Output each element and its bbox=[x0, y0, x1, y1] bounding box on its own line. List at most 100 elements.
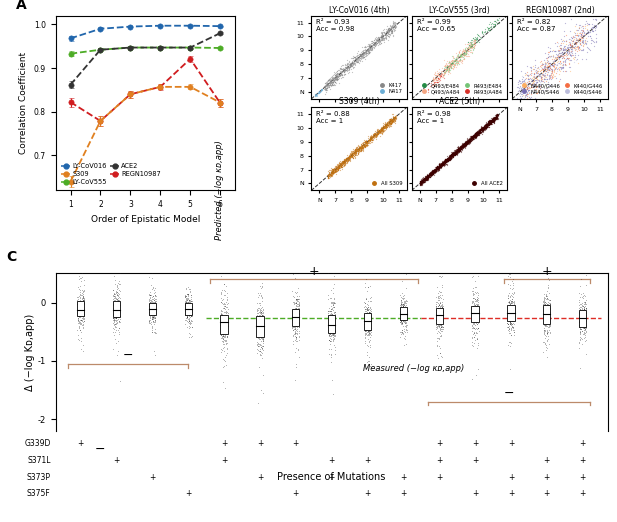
Point bbox=[447, 153, 457, 162]
Point bbox=[325, 330, 335, 338]
Point bbox=[580, 299, 590, 307]
Point bbox=[395, 303, 405, 312]
Point bbox=[332, 162, 342, 170]
Point bbox=[485, 117, 495, 125]
Point bbox=[545, 59, 555, 67]
Point bbox=[466, 134, 476, 142]
Point bbox=[326, 321, 336, 329]
Point bbox=[582, 29, 592, 37]
Point bbox=[570, 42, 580, 50]
Point bbox=[402, 321, 412, 329]
Point bbox=[490, 115, 500, 124]
Point bbox=[445, 153, 455, 162]
Point bbox=[558, 46, 568, 54]
Point bbox=[503, 304, 513, 313]
Point bbox=[559, 42, 569, 50]
Point bbox=[535, 77, 545, 86]
Point bbox=[444, 156, 453, 164]
Point bbox=[470, 134, 479, 143]
Point bbox=[150, 316, 160, 325]
Point bbox=[362, 313, 371, 321]
Point bbox=[366, 360, 376, 368]
Point bbox=[530, 79, 540, 88]
Point bbox=[441, 156, 450, 164]
Point bbox=[182, 301, 192, 310]
Point bbox=[508, 309, 518, 317]
Point bbox=[466, 136, 476, 144]
Point bbox=[150, 294, 160, 303]
Point bbox=[78, 310, 88, 318]
Point bbox=[462, 40, 472, 48]
Point bbox=[418, 177, 428, 185]
Point bbox=[363, 341, 373, 350]
Point bbox=[471, 308, 481, 316]
Point bbox=[444, 156, 454, 164]
Point bbox=[539, 313, 549, 322]
Point bbox=[441, 60, 451, 68]
Point bbox=[426, 171, 436, 179]
Point bbox=[383, 30, 393, 39]
Point bbox=[115, 280, 125, 288]
Point bbox=[523, 86, 532, 94]
Point bbox=[366, 46, 376, 54]
Point bbox=[428, 165, 438, 174]
Point bbox=[575, 313, 585, 321]
Point bbox=[468, 132, 478, 140]
Point bbox=[337, 65, 347, 73]
Point bbox=[329, 331, 339, 340]
Point bbox=[344, 152, 354, 160]
Point bbox=[436, 163, 445, 172]
Point bbox=[458, 143, 468, 151]
Point bbox=[372, 126, 382, 135]
Point bbox=[459, 138, 469, 147]
Point bbox=[347, 151, 357, 160]
Point bbox=[73, 293, 83, 302]
Point bbox=[326, 82, 336, 91]
Point bbox=[217, 311, 226, 319]
Point bbox=[484, 118, 494, 126]
Point bbox=[324, 170, 334, 179]
Point bbox=[433, 303, 443, 312]
Point bbox=[466, 42, 476, 51]
Point bbox=[181, 291, 191, 299]
Point bbox=[491, 19, 500, 28]
Point bbox=[311, 90, 321, 98]
Point bbox=[587, 15, 597, 23]
Point bbox=[545, 53, 555, 61]
Point bbox=[360, 313, 370, 321]
Point bbox=[312, 89, 322, 98]
Point bbox=[436, 321, 445, 329]
Point bbox=[482, 22, 492, 31]
Point bbox=[114, 312, 123, 320]
Point bbox=[114, 330, 124, 338]
Point bbox=[292, 323, 302, 331]
Point bbox=[486, 117, 495, 126]
Point bbox=[578, 45, 588, 53]
Point bbox=[365, 326, 375, 335]
Point bbox=[397, 320, 407, 328]
Point bbox=[554, 63, 564, 72]
Point bbox=[331, 163, 341, 171]
Point bbox=[72, 292, 82, 301]
Point bbox=[579, 298, 589, 306]
Point bbox=[431, 311, 441, 319]
Point bbox=[73, 334, 83, 342]
Point bbox=[76, 307, 86, 315]
Point bbox=[436, 322, 446, 330]
Point bbox=[330, 328, 340, 337]
Point bbox=[110, 312, 120, 321]
Point bbox=[434, 69, 444, 77]
Point bbox=[466, 135, 476, 143]
Point bbox=[222, 332, 232, 340]
Point bbox=[150, 315, 160, 324]
Point bbox=[384, 116, 394, 124]
Point bbox=[539, 290, 549, 299]
Point bbox=[109, 292, 119, 301]
Point bbox=[145, 302, 155, 310]
Point bbox=[346, 150, 356, 159]
Point bbox=[542, 326, 552, 334]
Point bbox=[468, 311, 478, 319]
Point bbox=[221, 315, 231, 323]
Point bbox=[327, 170, 337, 178]
Point bbox=[399, 341, 409, 349]
